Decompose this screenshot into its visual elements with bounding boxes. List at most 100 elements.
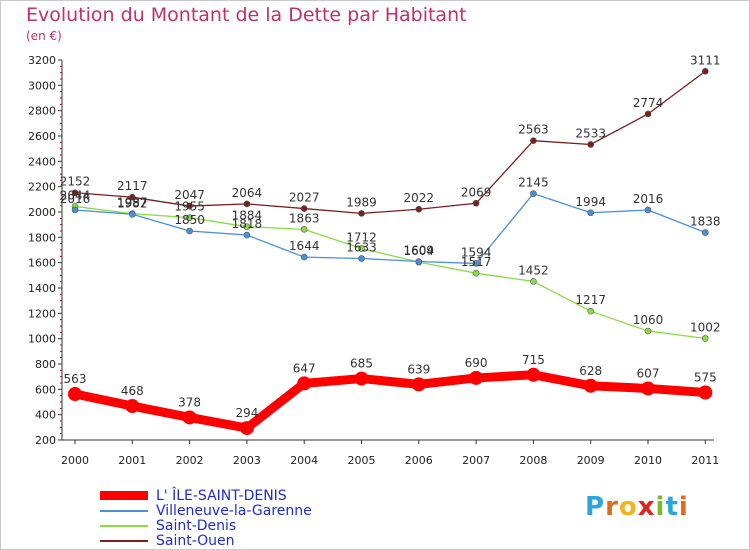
data-point [300, 226, 308, 233]
data-point [125, 399, 140, 414]
data-label: 2047 [174, 188, 205, 202]
data-label: 1989 [346, 195, 377, 209]
data-label: 1712 [346, 230, 377, 244]
data-point [587, 141, 595, 148]
series-line-3 [74, 70, 706, 215]
y-tick-label: 200 [35, 434, 56, 447]
y-tick-label: 1200 [28, 307, 56, 320]
y-tick-label: 2400 [28, 155, 56, 168]
data-label: 685 [350, 357, 373, 371]
chart-data-labels: 2152 2117 2047 2064 2027 1989 2022 2069 2563 2533… [60, 53, 721, 420]
data-point [71, 206, 79, 214]
data-point [358, 210, 365, 217]
x-tick-label: 2010 [634, 454, 662, 467]
data-label: 1884 [232, 209, 263, 223]
data-label: 1644 [289, 239, 320, 253]
x-tick-label: 2003 [233, 454, 261, 467]
data-point [186, 202, 193, 210]
logo-letter: t [665, 492, 679, 522]
series-line-0 [70, 370, 710, 433]
data-point [526, 367, 541, 382]
data-label: 294 [235, 406, 258, 420]
data-label: 628 [579, 364, 602, 378]
legend-swatch-saint-ouen [100, 540, 148, 542]
data-label: 575 [694, 371, 717, 385]
data-point [297, 376, 312, 391]
data-point [71, 189, 79, 197]
data-point [415, 258, 423, 265]
data-label: 2016 [60, 192, 91, 206]
chart-subtitle: (en €) [26, 29, 62, 43]
legend-label-ile-saint-denis: L' ÎLE-SAINT-DENIS [156, 488, 287, 504]
data-label: 2145 [518, 176, 549, 190]
y-tick-label: 2600 [28, 130, 56, 143]
x-tick-label: 2008 [519, 454, 547, 467]
legend-label-saint-denis: Saint-Denis [156, 518, 237, 534]
data-point [701, 229, 709, 236]
chart-title: Evolution du Montant de la Dette par Hab… [26, 4, 467, 26]
data-label: 647 [293, 361, 316, 375]
y-tick-label: 1600 [28, 257, 56, 270]
data-label: 1838 [690, 215, 721, 229]
data-label: 1818 [232, 217, 263, 231]
data-label: 1633 [346, 240, 377, 254]
data-point [186, 214, 193, 221]
data-point [358, 245, 365, 252]
data-point [129, 193, 136, 201]
legend-label-villeneuve-la-garenne: Villeneuve-la-Garenne [156, 503, 312, 519]
data-point [530, 137, 537, 144]
data-label: 1850 [174, 213, 205, 227]
data-label: 690 [465, 356, 488, 370]
data-point [701, 67, 709, 75]
data-label: 2016 [633, 192, 664, 206]
data-point [698, 385, 713, 400]
data-point [583, 378, 598, 393]
logo-letter: i [655, 492, 666, 522]
data-label: 2069 [461, 185, 492, 199]
data-point [415, 205, 423, 213]
y-tick-label: 3200 [28, 54, 56, 67]
data-label: 2117 [117, 179, 148, 193]
logo-letter: x [637, 492, 656, 522]
x-tick-label: 2004 [290, 454, 318, 467]
data-label: 1604 [404, 244, 435, 258]
data-label: 3111 [690, 53, 721, 67]
data-point [129, 210, 136, 218]
data-point [300, 205, 308, 212]
data-label: 563 [64, 372, 87, 386]
chart-lines [70, 70, 710, 433]
chart-axes: 200 400 600 800 1000 1200 1400 1600 1800 2000 2200… [28, 54, 719, 467]
y-tick-label: 600 [35, 383, 56, 396]
data-point [641, 381, 655, 396]
logo-letter: r [605, 492, 619, 522]
logo-letter: o [618, 492, 638, 522]
y-tick-label: 800 [35, 358, 56, 371]
data-label: 639 [407, 362, 430, 376]
data-label: 2044 [60, 188, 91, 202]
data-label: 715 [522, 353, 545, 367]
data-label: 468 [121, 384, 144, 398]
y-tick-label: 2200 [28, 181, 56, 194]
x-tick-label: 2007 [462, 454, 490, 467]
x-tick-label: 2005 [348, 454, 376, 467]
data-point [186, 227, 193, 235]
series-line-1 [74, 192, 706, 265]
data-point [358, 255, 365, 262]
data-label: 1002 [690, 320, 721, 334]
data-label: 2774 [633, 96, 664, 110]
x-tick-label: 2002 [176, 454, 204, 467]
data-point [644, 206, 652, 214]
data-label: 1517 [461, 255, 492, 269]
data-label: 2064 [232, 186, 263, 200]
x-tick-label: 2006 [405, 454, 433, 467]
data-label: 1987 [117, 196, 148, 210]
data-label: 2027 [289, 191, 320, 205]
data-point [472, 199, 480, 207]
x-tick-label: 2011 [691, 454, 719, 467]
data-label: 1863 [289, 211, 320, 225]
data-point [354, 371, 369, 386]
x-tick-label: 2001 [118, 454, 146, 467]
data-label: 1452 [518, 263, 549, 277]
y-tick-label: 2800 [28, 105, 56, 118]
